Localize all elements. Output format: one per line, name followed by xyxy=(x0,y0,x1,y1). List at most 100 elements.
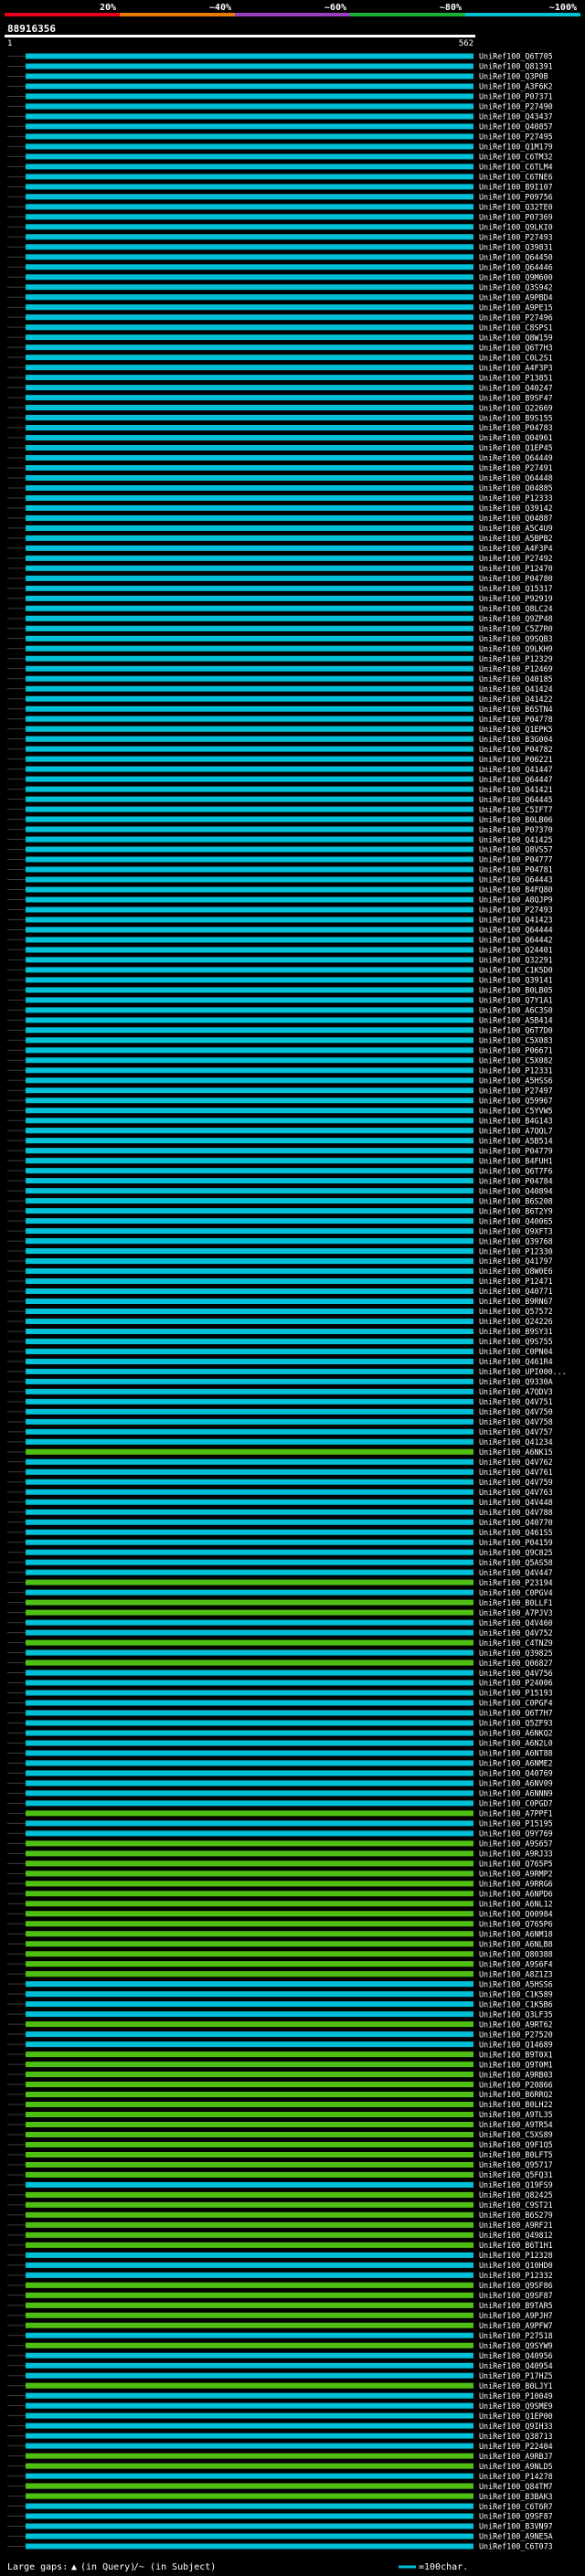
hit-label: UniRef100_P04783 xyxy=(479,423,553,432)
hit-label: UniRef100_P04780 xyxy=(479,574,553,583)
hit-label: UniRef100_Q81391 xyxy=(479,62,553,71)
hit-label: UniRef100_Q9S755 xyxy=(479,1337,553,1346)
hit-label: UniRef100_Q4V763 xyxy=(479,1488,553,1497)
hit-label: UniRef100_C0L2S1 xyxy=(479,353,553,362)
hit-label: UniRef100_Q64445 xyxy=(479,795,553,804)
hit-label: UniRef100_Q9SF87 xyxy=(479,2512,553,2521)
hit-label: UniRef100_UPI000... xyxy=(479,1367,567,1376)
hit-label: UniRef100_A8QJP9 xyxy=(479,896,553,905)
hit-label: UniRef100_Q4V761 xyxy=(479,1468,553,1477)
hit-label: UniRef100_Q40771 xyxy=(479,1287,553,1296)
hit-label: UniRef100_Q39768 xyxy=(479,1236,553,1246)
hit-label: UniRef100_B6STN4 xyxy=(479,705,553,714)
hit-label: UniRef100_Q49812 xyxy=(479,2231,553,2240)
hit-label: UniRef100_A9S6F4 xyxy=(479,1959,553,1968)
hit-label: UniRef100_Q1EPK5 xyxy=(479,725,553,734)
hit-label: UniRef100_Q9IH33 xyxy=(479,2422,553,2431)
hit-label: UniRef100_Q4V460 xyxy=(479,1618,553,1627)
scale-label: ~60% xyxy=(324,3,346,13)
hit-label: UniRef100_B0LJY1 xyxy=(479,2381,553,2390)
hit-label: UniRef100_Q41234 xyxy=(479,1437,553,1447)
hit-label: UniRef100_B9RN67 xyxy=(479,1297,553,1306)
alignment-rows: UniRef100_Q6T705UniRef100_Q81391UniRef10… xyxy=(7,52,567,2551)
hit-label: UniRef100_Q10HD0 xyxy=(479,2261,553,2270)
hit-label: UniRef100_A3F6K2 xyxy=(479,82,553,91)
hit-label: UniRef100_A9TL35 xyxy=(479,2110,553,2119)
hit-label: UniRef100_Q64447 xyxy=(479,775,553,784)
hit-label: UniRef100_Q5ZF93 xyxy=(479,1719,553,1728)
hit-label: UniRef100_Q9XFT3 xyxy=(479,1226,553,1235)
hit-label: UniRef100_C0PGF4 xyxy=(479,1699,553,1708)
hit-label: UniRef100_B9I107 xyxy=(479,183,553,192)
hit-label: UniRef100_B6S279 xyxy=(479,2210,553,2220)
hit-label: UniRef100_C0PN04 xyxy=(479,1347,553,1356)
hit-label: UniRef100_Q6T7D0 xyxy=(479,1026,553,1035)
identity-scale-bar: 20% ~40% ~60% ~80% ~100% xyxy=(5,3,580,16)
hit-label: UniRef100_Q04961 xyxy=(479,433,553,442)
hit-label: UniRef100_P12469 xyxy=(479,664,553,673)
tick-label-end: 562 xyxy=(459,39,473,48)
hit-label: UniRef100_A7QDV3 xyxy=(479,1387,553,1396)
hit-label: UniRef100_B0LB05 xyxy=(479,986,553,995)
hit-label: UniRef100_C6TLM4 xyxy=(479,163,553,172)
hit-label: UniRef100_Q8VS57 xyxy=(479,845,553,854)
hit-label: UniRef100_Q4V750 xyxy=(479,1407,553,1416)
hit-label: UniRef100_Q9SME9 xyxy=(479,2401,553,2411)
hit-label: UniRef100_P14278 xyxy=(479,2472,553,2481)
hit-label: UniRef100_A7QQL7 xyxy=(479,1126,553,1135)
hit-label: UniRef100_Q5FQ31 xyxy=(479,2170,553,2179)
hit-label: UniRef100_P20866 xyxy=(479,2080,553,2089)
hit-label: UniRef100_Q43437 xyxy=(479,112,553,122)
hit-label: UniRef100_Q40065 xyxy=(479,1216,553,1225)
hit-label: UniRef100_Q40857 xyxy=(479,122,553,132)
hit-label: UniRef100_C9ST21 xyxy=(479,2200,553,2210)
scale-label: ~40% xyxy=(209,3,231,13)
hit-label: UniRef100_C6T073 xyxy=(479,2542,553,2551)
hit-label: UniRef100_A6NM18 xyxy=(479,1929,553,1938)
hit-label: UniRef100_Q4V788 xyxy=(479,1508,553,1517)
hit-label: UniRef100_Q1EP00 xyxy=(479,2412,553,2421)
hit-label: UniRef100_C8SPS1 xyxy=(479,323,553,332)
hit-label: UniRef100_B9SF47 xyxy=(479,393,553,402)
hit-label: UniRef100_Q15317 xyxy=(479,584,553,593)
hit-label: UniRef100_P12330 xyxy=(479,1246,553,1256)
hit-label: UniRef100_Q04887 xyxy=(479,514,553,523)
hit-label: UniRef100_C0PGV4 xyxy=(479,1588,553,1597)
hit-label: UniRef100_C5X082 xyxy=(479,1055,553,1065)
hit-label: UniRef100_Q9ZP48 xyxy=(479,614,553,623)
hit-label: UniRef100_B4FQ80 xyxy=(479,885,553,895)
hit-label: UniRef100_P07371 xyxy=(479,92,553,101)
hit-label: UniRef100_A6NL12 xyxy=(479,1899,553,1908)
hit-label: UniRef100_A9NE5A xyxy=(479,2532,553,2541)
hit-label: UniRef100_P17HZ5 xyxy=(479,2371,553,2380)
hit-label: UniRef100_Q22669 xyxy=(479,403,553,412)
hit-label: UniRef100_P15193 xyxy=(479,1689,553,1698)
hit-label: UniRef100_A9RBJ7 xyxy=(479,2452,553,2461)
hit-label: UniRef100_A6NKQ2 xyxy=(479,1729,553,1738)
scale-label: =100char. xyxy=(419,2562,468,2572)
hit-label: UniRef100_A8Z1Z3 xyxy=(479,1969,553,1978)
hit-label: UniRef100_P10049 xyxy=(479,2391,553,2401)
hit-label: UniRef100_Q1EP45 xyxy=(479,443,553,452)
hit-label: UniRef100_Q8W159 xyxy=(479,333,553,342)
hit-label: UniRef100_C1K589 xyxy=(479,1989,553,1998)
hit-label: UniRef100_Q41423 xyxy=(479,916,553,925)
hit-label: UniRef100_P92919 xyxy=(479,594,553,603)
hit-label: UniRef100_P27495 xyxy=(479,133,553,142)
hit-label: UniRef100_B9S155 xyxy=(479,413,553,422)
hit-label: UniRef100_Q41425 xyxy=(479,835,553,844)
hit-label: UniRef100_A6NNN9 xyxy=(479,1789,553,1798)
hit-label: UniRef100_Q39825 xyxy=(479,1648,553,1658)
hit-label: UniRef100_P12332 xyxy=(479,2271,553,2280)
hit-label: UniRef100_A5HSS6 xyxy=(479,1076,553,1085)
hit-label: UniRef100_Q461R4 xyxy=(479,1357,553,1366)
hit-label: UniRef100_Q84TM7 xyxy=(479,2482,553,2491)
hit-label: UniRef100_A9RMP2 xyxy=(479,1870,553,1879)
hit-label: UniRef100_P09756 xyxy=(479,193,553,202)
hit-label: UniRef100_P06221 xyxy=(479,755,553,764)
hit-label: UniRef100_C0PGD7 xyxy=(479,1799,553,1808)
hit-label: UniRef100_Q9LKI0 xyxy=(479,222,553,231)
hit-label: UniRef100_P04781 xyxy=(479,865,553,875)
hit-label: UniRef100_Q4V759 xyxy=(479,1478,553,1487)
hit-label: UniRef100_Q6T7F6 xyxy=(479,1166,553,1175)
